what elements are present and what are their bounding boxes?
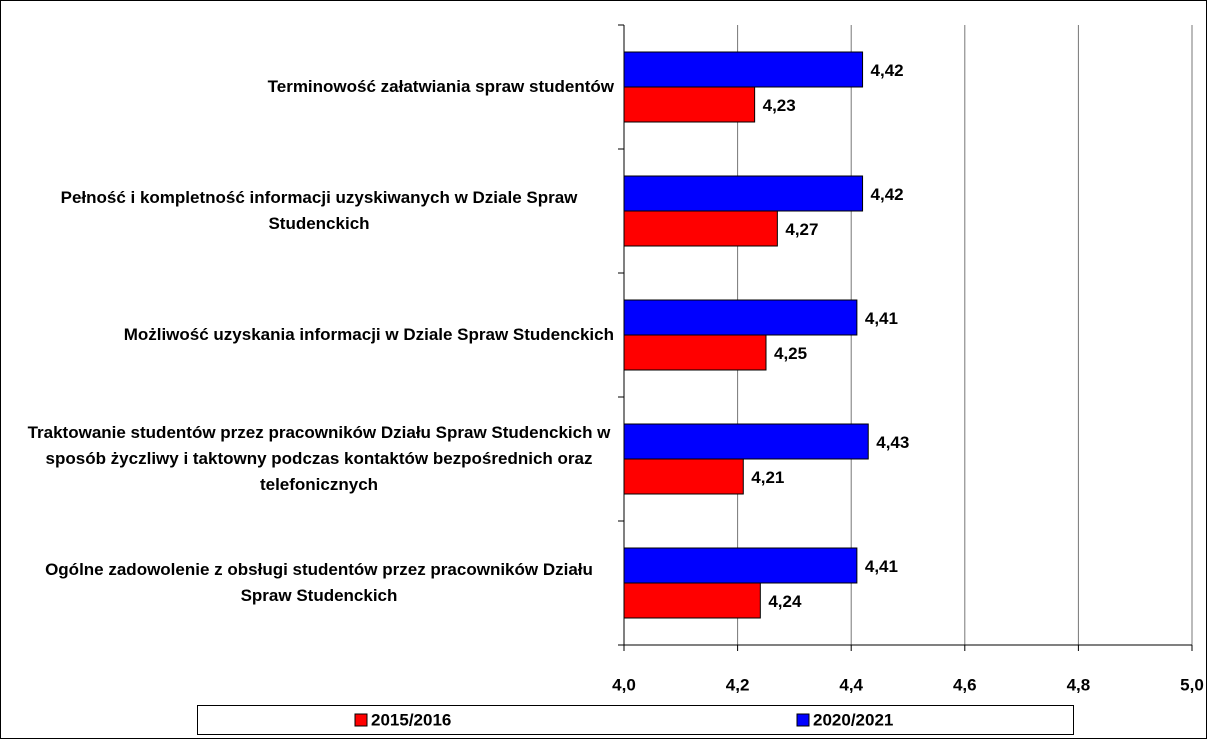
category-label-box: Możliwość uzyskania informacji w Dziale … [14,322,614,348]
legend-swatch [796,713,810,727]
bar [623,334,767,371]
category-label-box: Ogólne zadowolenie z obsługi studentów p… [14,557,614,609]
y-tick-label: Terminowość załatwiania spraw studentów [267,77,614,96]
category-label-box: Terminowość załatwiania spraw studentów [14,74,614,100]
bar [623,210,778,247]
bar [623,582,761,619]
legend-box [197,705,1074,735]
data-label: 4,42 [871,61,904,80]
y-tick-label: Traktowanie studentów przez pracowników … [27,423,611,494]
data-label: 4,24 [768,592,802,611]
data-label: 4,27 [785,220,818,239]
y-tick-label: Możliwość uzyskania informacji w Dziale … [123,325,614,344]
category-label-box: Traktowanie studentów przez pracowników … [14,420,614,498]
x-tick-label: 4,6 [953,675,977,694]
x-tick-label: 4,8 [1067,675,1091,694]
bar [623,547,858,584]
data-label: 4,23 [763,96,796,115]
data-label: 4,21 [751,468,784,487]
data-label: 4,25 [774,344,807,363]
x-tick-label: 4,2 [726,675,750,694]
data-label: 4,41 [865,557,898,576]
legend-swatch [354,713,368,727]
y-tick-label: Pełność i kompletność informacji uzyskiw… [60,188,578,233]
category-label-box: Pełność i kompletność informacji uzyskiw… [14,185,614,237]
bar [623,423,869,460]
x-tick-label: 4,0 [612,675,636,694]
legend-label: 2020/2021 [813,710,893,729]
legend-label: 2015/2016 [371,710,451,729]
bar [623,86,756,123]
bar [623,458,744,495]
bar [623,175,864,212]
data-label: 4,41 [865,309,898,328]
bar [623,51,864,88]
x-tick-label: 5,0 [1180,675,1204,694]
bar [623,299,858,336]
y-tick-label: Ogólne zadowolenie z obsługi studentów p… [45,560,593,605]
x-tick-label: 4,4 [839,675,863,694]
data-label: 4,42 [871,185,904,204]
data-label: 4,43 [876,433,909,452]
